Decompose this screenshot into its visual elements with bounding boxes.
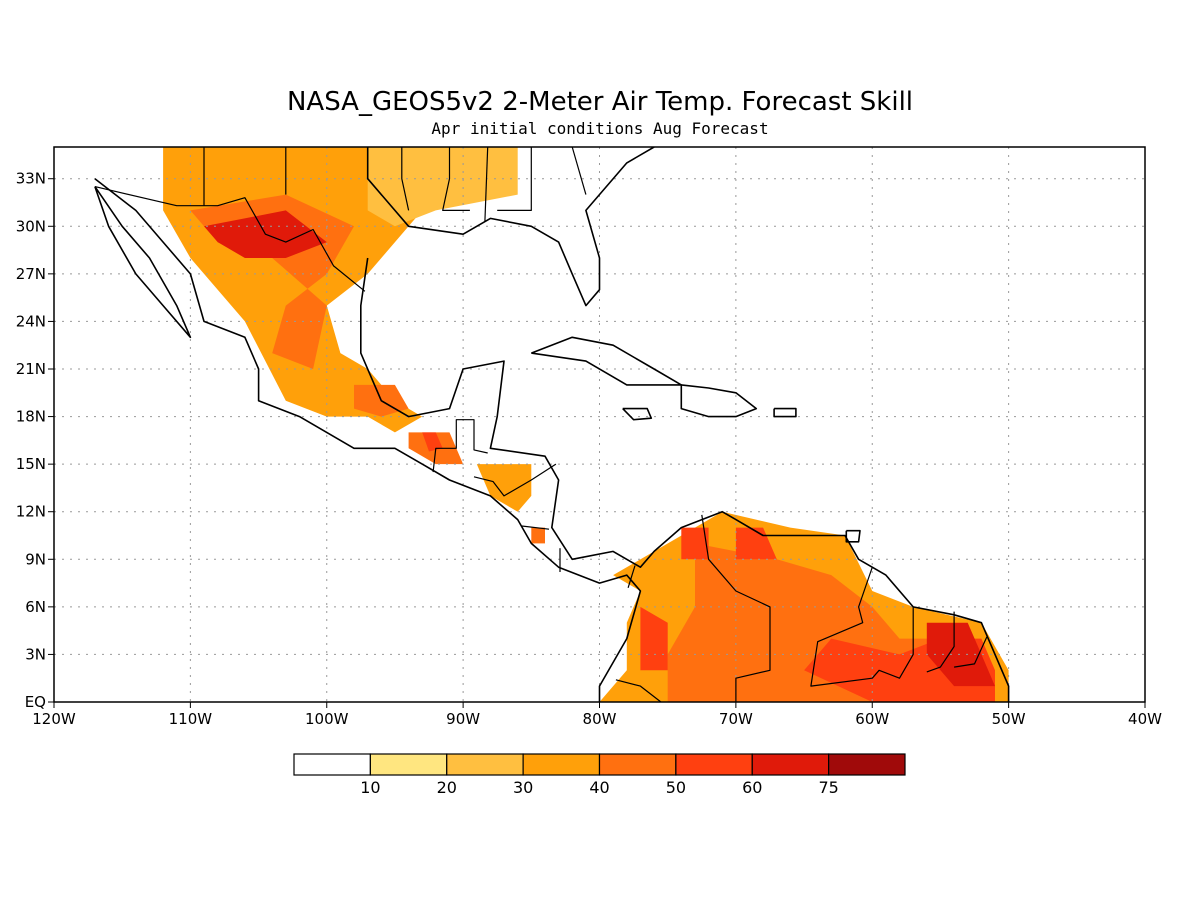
coastline-0 <box>94 178 642 702</box>
coastline-7 <box>773 407 797 418</box>
colorbar-swatch-2 <box>446 753 524 776</box>
border-17 <box>571 147 587 195</box>
coastline-6 <box>622 407 653 421</box>
map-title: NASA_GEOS5v2 2-Meter Air Temp. Forecast … <box>287 87 913 117</box>
skill-region-6 <box>422 432 443 452</box>
longitude-axis: 120W 110W 100W 90W 80W 70W 60W 50W 40W <box>32 702 1162 728</box>
y-tick-label: 3N <box>25 645 46 663</box>
colorbar-swatch-1 <box>369 753 448 776</box>
border-16 <box>497 147 532 211</box>
skill-shading-layer <box>163 147 1009 702</box>
coastline-layer <box>94 147 1010 702</box>
map-subtitle: Apr initial conditions Aug Forecast <box>431 119 768 138</box>
x-tick-label: 100W <box>305 710 349 728</box>
colorbar-swatch-5 <box>675 753 753 776</box>
latitude-axis: EQ 3N 6N 9N 12N 15N 18N 21N 24N 27N 30N 33N <box>16 170 54 711</box>
x-tick-label: 110W <box>169 710 213 728</box>
colorbar-swatch-7 <box>828 753 906 776</box>
border-10 <box>615 679 662 702</box>
colorbar-label: 10 <box>360 778 380 797</box>
skill-region-7 <box>476 464 532 512</box>
x-tick-label: 40W <box>1128 710 1162 728</box>
y-tick-label: 6N <box>25 598 46 616</box>
coastline-5 <box>680 384 758 418</box>
border-15 <box>484 147 489 222</box>
border-2 <box>473 463 557 497</box>
border-3 <box>521 525 550 530</box>
political-border-layer <box>94 147 988 702</box>
colorbar-label: 60 <box>742 778 762 797</box>
border-0 <box>94 186 366 292</box>
y-tick-label: EQ <box>25 693 46 711</box>
skill-region-12 <box>735 527 777 560</box>
border-8 <box>926 611 955 673</box>
colorbar-swatch-3 <box>522 753 601 776</box>
border-6 <box>701 514 771 702</box>
y-tick-label: 21N <box>16 360 46 378</box>
skill-region-13 <box>681 527 709 560</box>
skill-region-8 <box>531 527 545 544</box>
y-tick-label: 15N <box>16 455 46 473</box>
colorbar-label: 30 <box>513 778 533 797</box>
border-13 <box>401 147 410 211</box>
colorbar-swatch-6 <box>751 753 830 776</box>
y-tick-label: 30N <box>16 217 46 235</box>
y-tick-label: 18N <box>16 408 46 426</box>
colorbar-swatch-0 <box>293 753 371 776</box>
colorbar-label: 50 <box>666 778 686 797</box>
y-tick-label: 33N <box>16 170 46 188</box>
x-tick-label: 90W <box>446 710 480 728</box>
y-tick-label: 9N <box>25 550 46 568</box>
skill-region-1 <box>367 147 518 227</box>
x-tick-label: 50W <box>992 710 1026 728</box>
colorbar-label: 20 <box>437 778 457 797</box>
border-9 <box>954 636 988 668</box>
x-tick-label: 60W <box>855 710 889 728</box>
map-panel <box>53 146 1146 703</box>
x-tick-label: 80W <box>583 710 617 728</box>
coastline-1 <box>94 186 192 339</box>
colorbar-legend: 10 20 30 40 50 60 75 <box>293 753 906 797</box>
border-5 <box>627 565 636 588</box>
coastline-8 <box>845 529 861 543</box>
skill-region-15 <box>926 622 995 687</box>
y-tick-label: 24N <box>16 312 46 330</box>
coastline-4 <box>531 336 683 386</box>
x-tick-label: 120W <box>32 710 76 728</box>
border-7 <box>810 567 914 687</box>
border-14 <box>442 147 470 211</box>
x-tick-label: 70W <box>719 710 753 728</box>
colorbar-label: 75 <box>818 778 838 797</box>
y-tick-label: 27N <box>16 265 46 283</box>
coastline-2 <box>366 147 655 307</box>
colorbar-label: 40 <box>589 778 609 797</box>
colorbar-swatch-4 <box>598 753 677 776</box>
border-1 <box>432 419 488 473</box>
y-tick-label: 12N <box>16 503 46 521</box>
